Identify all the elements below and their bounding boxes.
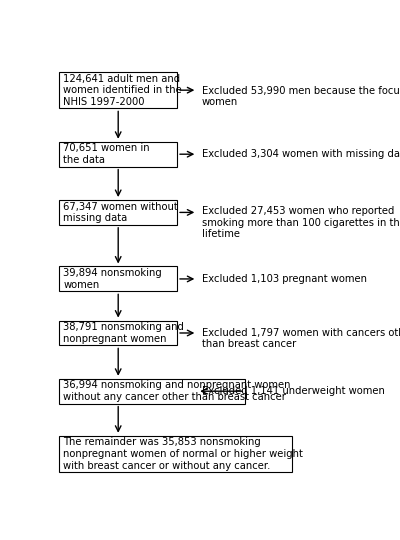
Text: Excluded 27,453 women who reported
smoking more than 100 cigarettes in their
lif: Excluded 27,453 women who reported smoki… xyxy=(202,206,400,239)
Text: Excluded 1,141 underweight women: Excluded 1,141 underweight women xyxy=(202,386,385,396)
FancyBboxPatch shape xyxy=(59,379,245,404)
FancyBboxPatch shape xyxy=(59,141,177,167)
Text: 124,641 adult men and
women identified in the
NHIS 1997-2000: 124,641 adult men and women identified i… xyxy=(63,73,182,107)
Text: 39,894 nonsmoking
women: 39,894 nonsmoking women xyxy=(63,268,162,290)
Text: The remainder was 35,853 nonsmoking
nonpregnant women of normal or higher weight: The remainder was 35,853 nonsmoking nonp… xyxy=(63,437,303,470)
Text: 36,994 nonsmoking and nonpregnant women
without any cancer other than breast can: 36,994 nonsmoking and nonpregnant women … xyxy=(63,380,291,402)
FancyBboxPatch shape xyxy=(59,200,177,225)
Text: 38,791 nonsmoking and
nonpregnant women: 38,791 nonsmoking and nonpregnant women xyxy=(63,322,184,344)
FancyBboxPatch shape xyxy=(59,436,292,472)
Text: Excluded 1,797 women with cancers other
than breast cancer: Excluded 1,797 women with cancers other … xyxy=(202,328,400,349)
FancyBboxPatch shape xyxy=(59,266,177,292)
Text: 70,651 women in
the data: 70,651 women in the data xyxy=(63,144,150,165)
FancyBboxPatch shape xyxy=(59,321,177,346)
FancyBboxPatch shape xyxy=(59,72,177,109)
Text: Excluded 1,103 pregnant women: Excluded 1,103 pregnant women xyxy=(202,274,367,284)
Text: Excluded 3,304 women with missing data: Excluded 3,304 women with missing data xyxy=(202,149,400,159)
Text: Excluded 53,990 men because the focus is
women: Excluded 53,990 men because the focus is… xyxy=(202,85,400,107)
Text: 67,347 women without
missing data: 67,347 women without missing data xyxy=(63,201,178,223)
